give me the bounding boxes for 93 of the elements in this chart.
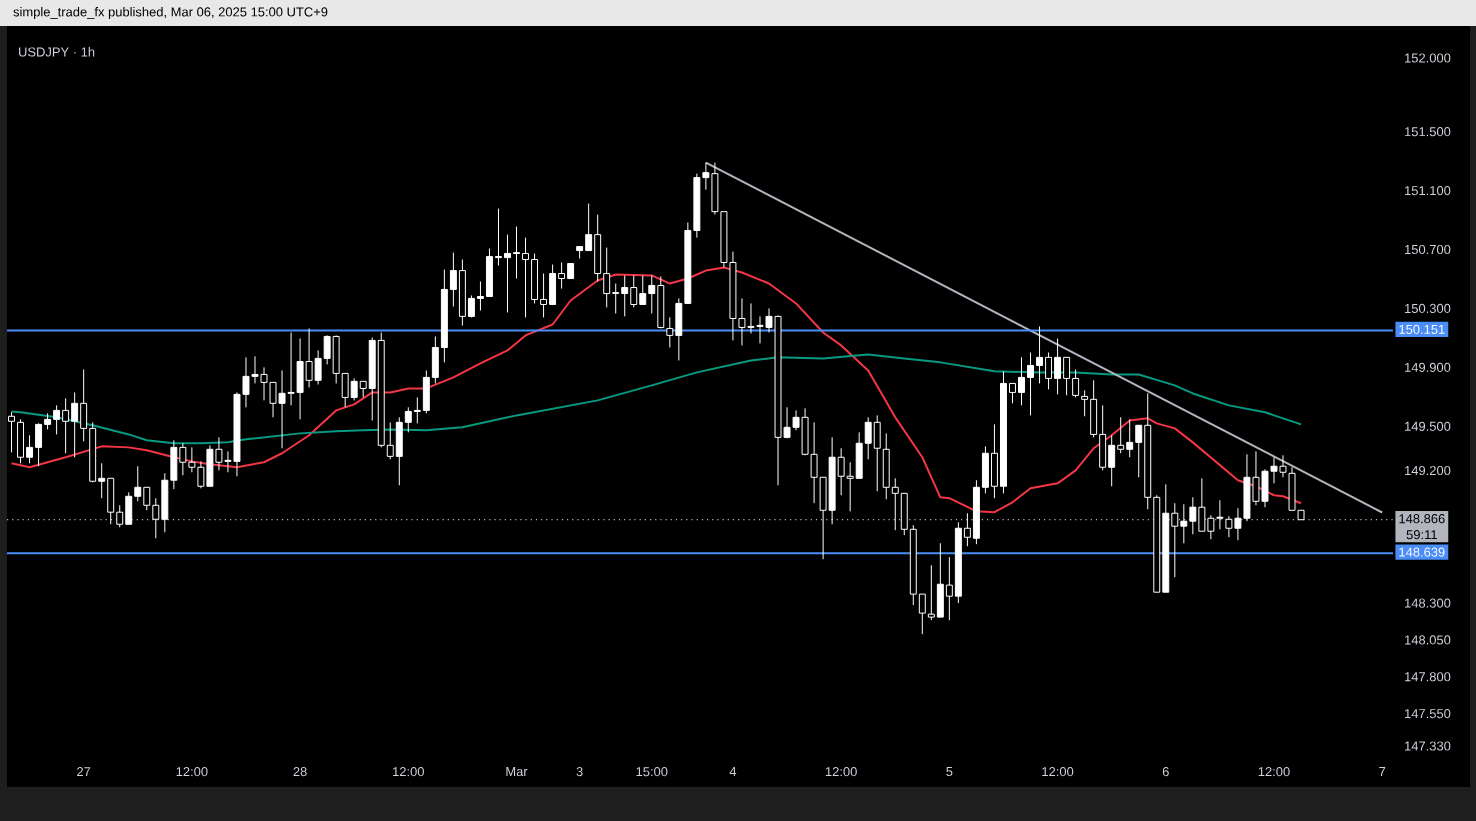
candlestick bbox=[891, 477, 899, 531]
candlestick bbox=[1180, 503, 1188, 544]
candlestick bbox=[476, 280, 484, 312]
y-tick-label: 148.050 bbox=[1405, 635, 1451, 645]
x-tick-label: 4 bbox=[729, 767, 737, 776]
candlestick bbox=[1009, 382, 1016, 404]
candlestick bbox=[404, 406, 412, 433]
candlestick bbox=[1216, 499, 1224, 530]
candlestick bbox=[1207, 514, 1215, 540]
candlestick bbox=[918, 593, 926, 635]
y-tick-label: 149.900 bbox=[1405, 362, 1451, 372]
candlestick bbox=[864, 416, 872, 460]
y-tick-label: 152.000 bbox=[1405, 53, 1451, 63]
candlestick bbox=[504, 234, 511, 313]
x-tick-label: 7 bbox=[1379, 767, 1386, 776]
y-tick-label: 147.330 bbox=[1405, 741, 1451, 751]
candlestick bbox=[116, 504, 124, 528]
x-tick-label: 27 bbox=[77, 767, 91, 777]
x-tick-label: 3 bbox=[576, 767, 583, 777]
candlestick bbox=[98, 462, 106, 499]
x-tick-label: 12:00 bbox=[825, 767, 857, 777]
candlestick bbox=[449, 252, 457, 308]
candlestick bbox=[540, 273, 548, 318]
y-tick-label: 151.100 bbox=[1405, 186, 1451, 196]
candlestick bbox=[1072, 368, 1080, 398]
candlestick bbox=[558, 261, 566, 290]
candlestick bbox=[35, 422, 43, 467]
line-series bbox=[10, 266, 1303, 514]
ref-line-label: 148.639 bbox=[1399, 547, 1445, 557]
candlestick bbox=[1189, 496, 1197, 535]
candlestick bbox=[386, 421, 394, 460]
y-tick-label: 148.300 bbox=[1405, 598, 1451, 608]
candlestick bbox=[666, 316, 674, 348]
candlestick bbox=[71, 391, 79, 458]
y-tick-label: 150.700 bbox=[1405, 244, 1451, 255]
ref-line-label: 148.866 bbox=[1399, 514, 1445, 524]
candlestick bbox=[1108, 434, 1116, 487]
candlestick bbox=[134, 465, 142, 502]
candlestick bbox=[1036, 325, 1044, 384]
text: simple_trade_fx published, Mar 06, 2025 15:00 UTC+9 bbox=[13, 6, 328, 20]
candlestick bbox=[1045, 351, 1053, 390]
x-tick-label: 6 bbox=[1162, 767, 1169, 777]
text: 59:11 bbox=[1406, 530, 1437, 540]
candlestick bbox=[846, 461, 854, 512]
candlestick bbox=[1063, 356, 1071, 396]
candlestick bbox=[603, 247, 611, 308]
x-tick-label: 12:00 bbox=[1258, 767, 1290, 777]
ref-line-label: 150.151 bbox=[1399, 324, 1445, 334]
candlestick bbox=[62, 397, 70, 454]
candlestick bbox=[630, 274, 638, 308]
y-tick-label: 147.550 bbox=[1405, 709, 1451, 719]
candlestick bbox=[188, 446, 196, 473]
candlestick bbox=[350, 377, 358, 401]
y-tick-label: 147.800 bbox=[1405, 672, 1451, 682]
candlestick bbox=[179, 442, 187, 476]
candlestick bbox=[26, 434, 34, 464]
candlestick bbox=[495, 208, 502, 267]
candlestick bbox=[323, 334, 331, 365]
x-tick-label: 12:00 bbox=[1042, 767, 1074, 777]
candlestick bbox=[1135, 424, 1143, 478]
candlestick bbox=[522, 237, 529, 318]
x-tick-label: 12:00 bbox=[176, 767, 208, 777]
candlestick bbox=[1171, 502, 1179, 578]
candlestick bbox=[837, 447, 845, 496]
candlestick bbox=[1126, 418, 1134, 458]
candlestick bbox=[152, 497, 160, 539]
candlestick bbox=[143, 486, 151, 511]
candlestick bbox=[1018, 356, 1025, 406]
candlestick bbox=[413, 396, 421, 424]
candlestick bbox=[648, 274, 656, 314]
candlestick bbox=[963, 512, 971, 547]
candlestick bbox=[927, 564, 935, 621]
x-tick-label: Mar bbox=[506, 767, 528, 777]
y-tick-label: 149.500 bbox=[1405, 421, 1451, 431]
x-tick-label: 5 bbox=[946, 767, 953, 777]
candlestick bbox=[639, 274, 647, 305]
y-tick-label: 150.300 bbox=[1405, 303, 1451, 314]
candlestick bbox=[1054, 338, 1062, 395]
x-tick-label: 28 bbox=[293, 767, 307, 777]
candlestick bbox=[53, 404, 61, 435]
candlestick bbox=[513, 226, 520, 280]
x-tick-label: 12:00 bbox=[393, 767, 424, 777]
y-tick-label: 151.500 bbox=[1405, 127, 1451, 137]
y-tick-label: 149.200 bbox=[1405, 465, 1451, 476]
chart-title: USDJPY · 1h bbox=[19, 47, 95, 57]
candlestick bbox=[1117, 416, 1125, 454]
candlestick bbox=[612, 283, 620, 314]
candlestick bbox=[945, 556, 953, 621]
candlestick bbox=[585, 203, 593, 252]
candlestick bbox=[1027, 351, 1034, 416]
candlestick bbox=[621, 274, 629, 317]
candlestick bbox=[1081, 389, 1089, 417]
x-tick-label: 15:00 bbox=[636, 767, 668, 777]
